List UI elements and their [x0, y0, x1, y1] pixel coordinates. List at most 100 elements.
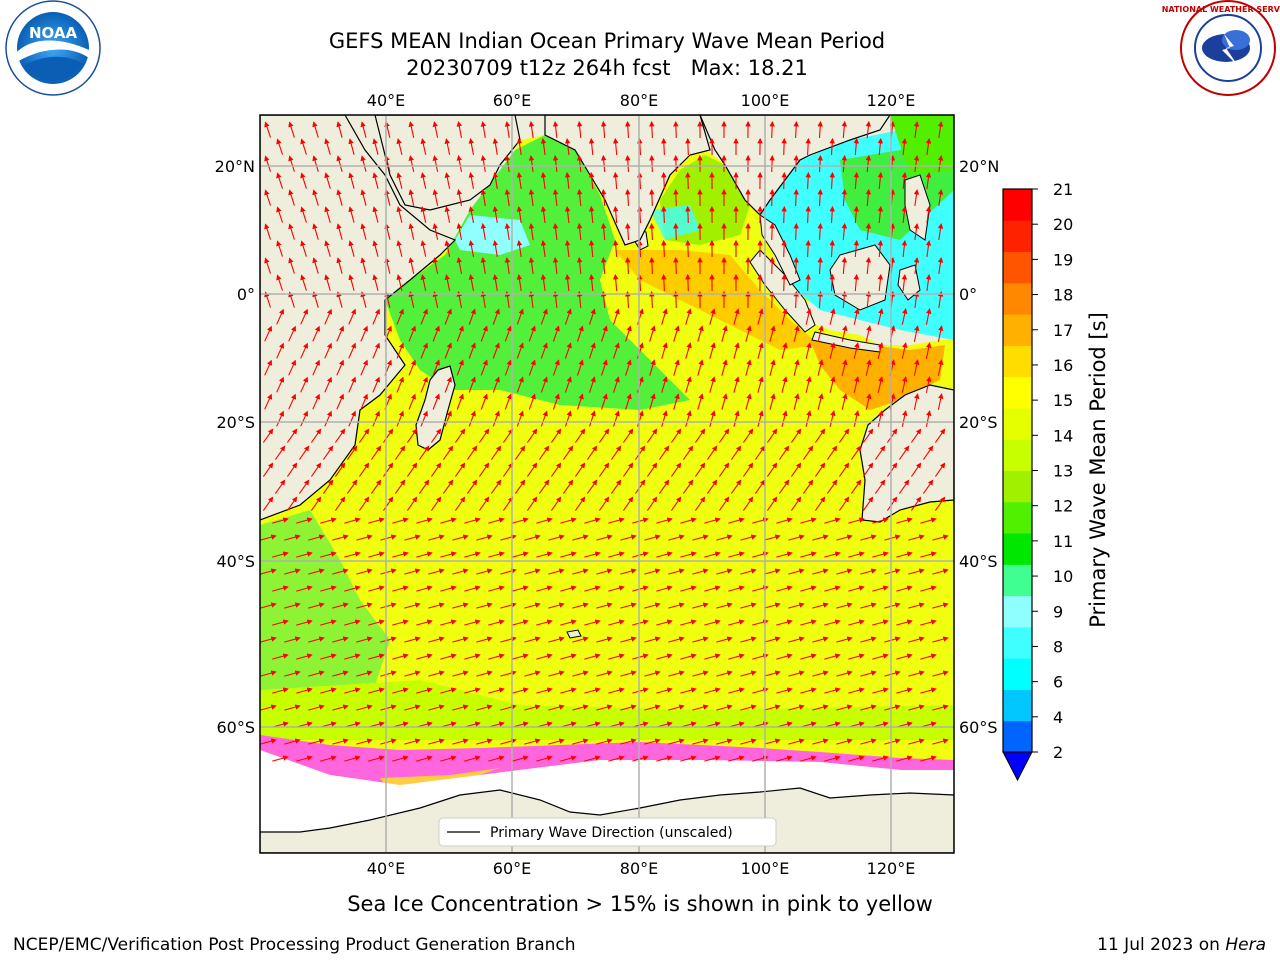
wave-arrow: [781, 376, 788, 393]
wave-arrow: [920, 551, 937, 558]
wave-arrow: [884, 602, 901, 609]
wave-arrow: [680, 517, 697, 524]
wave-arrow: [812, 636, 829, 643]
wave-arrow: [685, 171, 691, 190]
wave-arrow: [877, 239, 884, 258]
wave-arrow: [336, 325, 344, 342]
wave-arrow: [440, 619, 457, 626]
wave-arrow: [802, 479, 814, 494]
wave-arrow: [644, 602, 661, 609]
wave-arrow: [264, 223, 272, 240]
wave-arrow: [524, 704, 541, 711]
wave-arrow: [625, 120, 631, 139]
wave-arrow: [740, 704, 757, 711]
wave-arrow: [932, 738, 949, 745]
wave-arrow: [826, 445, 838, 460]
wave-arrow: [596, 704, 613, 711]
wave-arrow: [428, 738, 445, 745]
wave-arrow: [540, 410, 548, 427]
wave-arrow: [526, 496, 538, 511]
wave-arrow: [416, 585, 433, 592]
wave-arrow: [476, 602, 493, 609]
wave-arrow: [516, 206, 523, 223]
wave-arrow: [649, 222, 655, 241]
wave-arrow: [913, 155, 920, 172]
wave-arrow: [488, 551, 505, 558]
wave-arrow: [576, 256, 583, 275]
wave-arrow: [925, 376, 932, 393]
wave-arrow: [668, 534, 685, 541]
wave-arrow: [548, 602, 565, 609]
wave-arrow: [692, 636, 709, 643]
wave-arrow: [540, 274, 547, 291]
wave-arrow: [709, 342, 716, 359]
wave-arrow: [764, 602, 781, 609]
wave-arrow: [504, 189, 511, 206]
wave-arrow: [576, 222, 583, 241]
wave-arrow: [862, 462, 874, 477]
wave-arrow: [404, 738, 421, 745]
wave-arrow: [300, 138, 307, 155]
wave-arrow: [348, 206, 355, 223]
wave-arrow: [396, 206, 403, 223]
wave-arrow: [812, 670, 829, 677]
wave-arrow: [408, 257, 415, 274]
wave-arrow: [420, 410, 428, 427]
wave-arrow: [478, 428, 490, 443]
wave-arrow: [420, 206, 427, 223]
wave-arrow: [901, 376, 908, 393]
wave-arrow: [817, 222, 823, 241]
wave-arrow: [500, 636, 517, 643]
wave-arrow: [516, 308, 524, 325]
wave-arrow: [552, 223, 559, 240]
wave-arrow: [596, 602, 613, 609]
wave-arrow: [296, 755, 313, 762]
wave-arrow: [872, 653, 889, 660]
wave-arrow: [516, 410, 524, 427]
wave-arrow: [588, 376, 596, 393]
wave-arrow: [788, 636, 805, 643]
wave-arrow: [288, 291, 295, 308]
wave-arrow: [848, 551, 865, 558]
wave-arrow: [632, 687, 649, 694]
wave-arrow: [769, 188, 775, 207]
wave-arrow: [408, 325, 416, 342]
wave-arrow: [588, 308, 596, 325]
wave-arrow: [841, 325, 848, 342]
wave-arrow: [396, 376, 404, 393]
wave-arrow: [408, 393, 416, 410]
wave-arrow: [817, 120, 823, 139]
wave-arrow: [428, 534, 445, 541]
wave-arrow: [312, 325, 320, 342]
colorbar-block: [1003, 282, 1032, 315]
wave-arrow: [312, 189, 319, 206]
colorbar-tick-label: 8: [1053, 637, 1063, 656]
wave-arrow: [716, 704, 733, 711]
wave-arrow: [308, 568, 325, 575]
wave-arrow: [661, 137, 667, 156]
wave-arrow: [560, 619, 577, 626]
wave-arrow: [913, 121, 920, 138]
wave-arrow: [272, 687, 289, 694]
wave-arrow: [644, 636, 661, 643]
wave-arrow: [874, 445, 886, 460]
wave-arrow: [572, 568, 589, 575]
wave-arrow: [440, 551, 457, 558]
wave-arrow: [572, 636, 589, 643]
wave-arrow: [838, 496, 850, 511]
wave-arrow: [620, 602, 637, 609]
wave-arrow: [673, 359, 680, 376]
wave-arrow: [836, 704, 853, 711]
wave-arrow: [348, 376, 356, 393]
wave-arrow: [392, 687, 409, 694]
wave-arrow: [588, 205, 595, 224]
wave-arrow: [540, 138, 547, 155]
wave-arrow: [757, 376, 764, 393]
wave-arrow: [464, 619, 481, 626]
wave-arrow: [740, 602, 757, 609]
wave-arrow: [692, 738, 709, 745]
wave-arrow: [360, 291, 367, 308]
colorbar-block: [1003, 407, 1032, 440]
wave-arrow: [584, 653, 601, 660]
wave-arrow: [600, 325, 608, 342]
